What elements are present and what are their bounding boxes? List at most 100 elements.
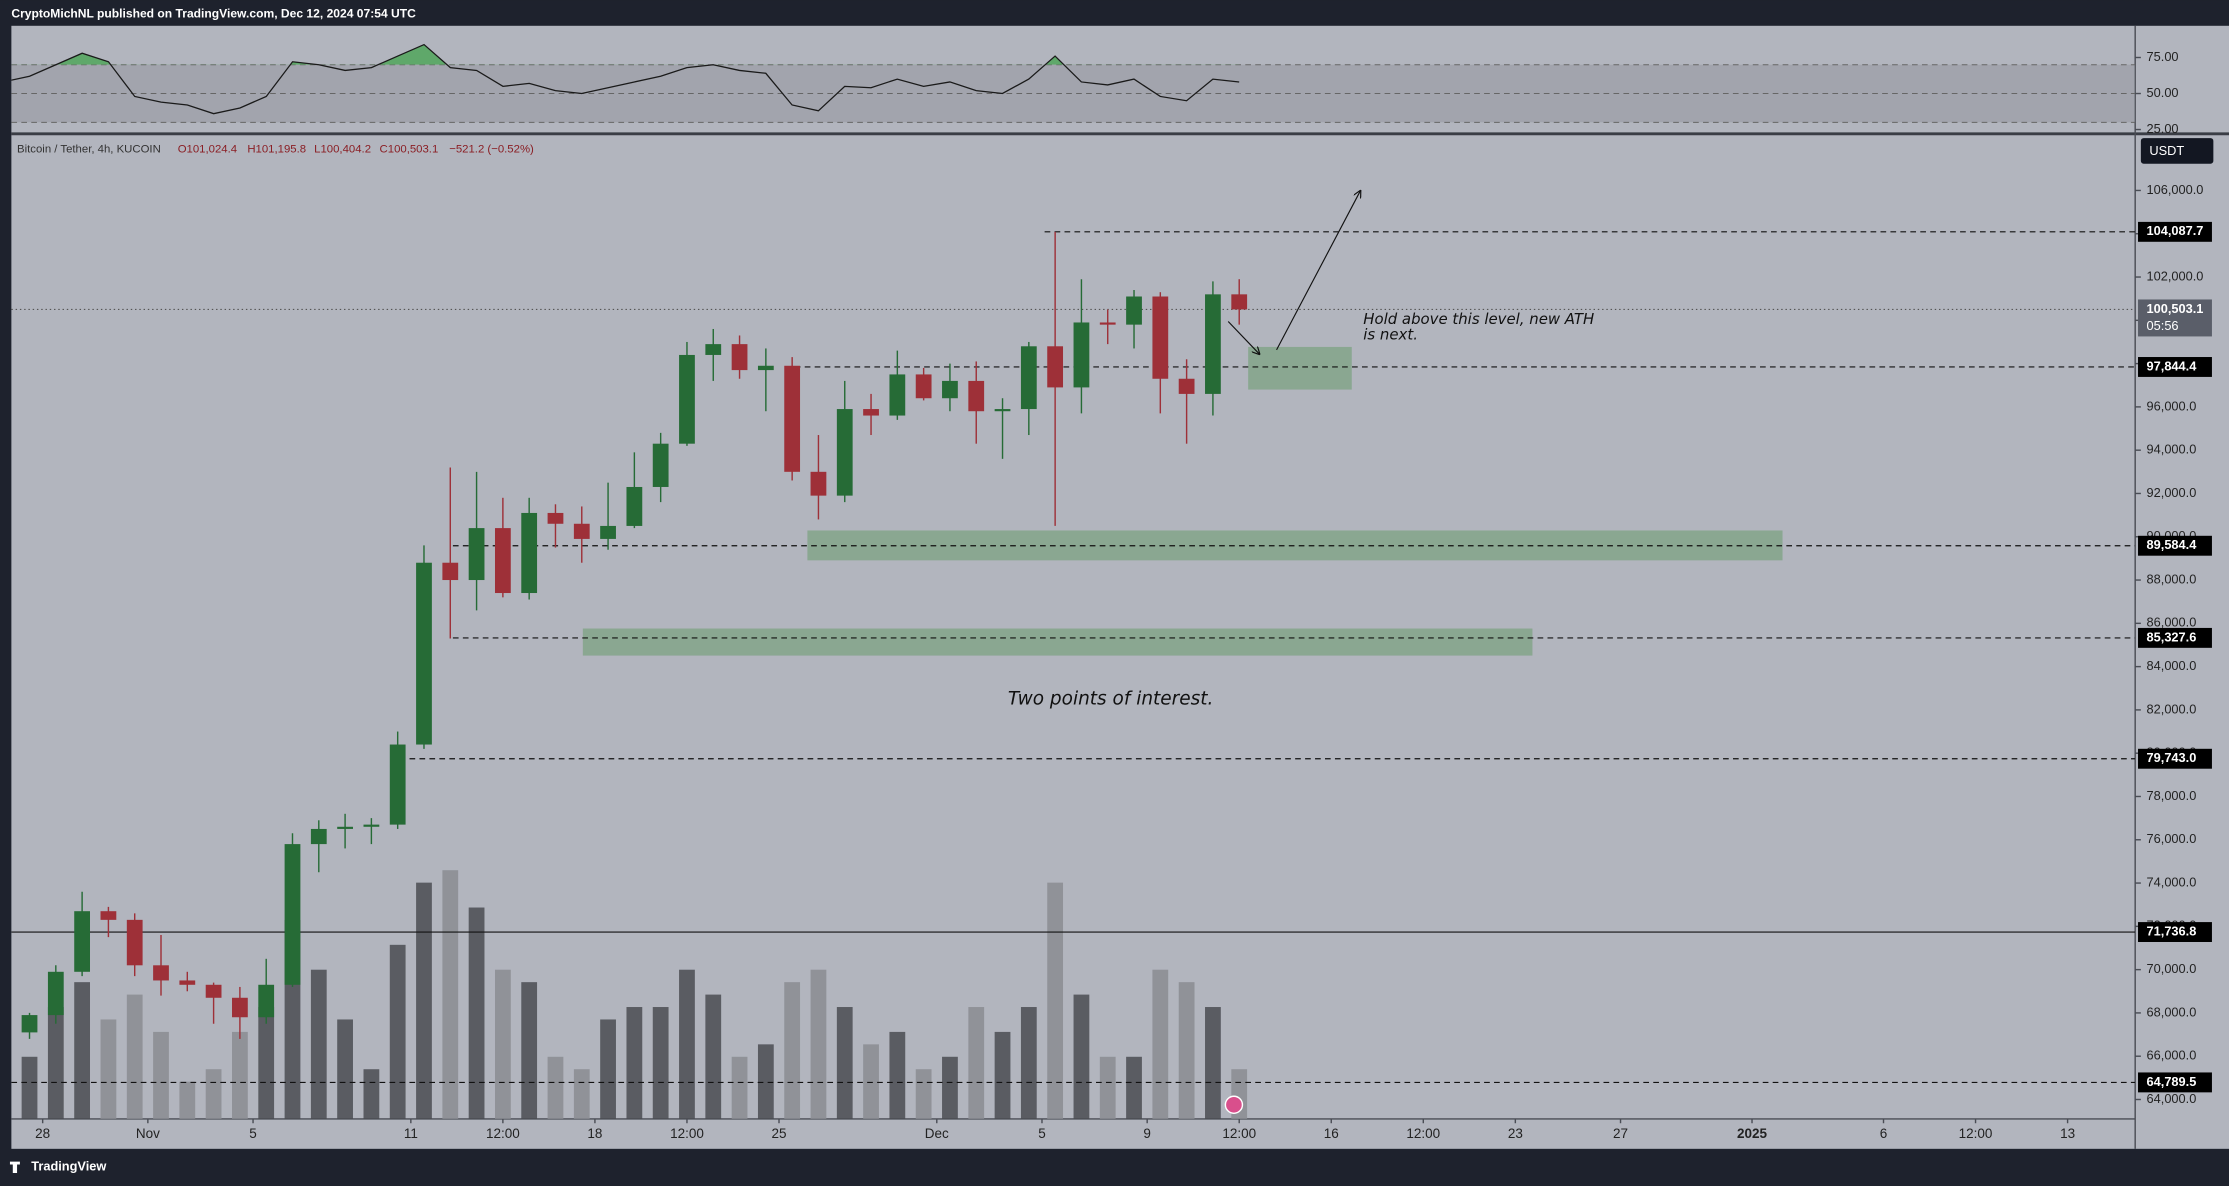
publisher: CryptoMichNL published on TradingView.co… <box>11 7 416 21</box>
candle-body <box>731 344 748 371</box>
price-label-box <box>2138 922 2212 942</box>
rsi-tick-label: 75.00 <box>2147 49 2179 64</box>
candle-body <box>100 911 117 920</box>
volume-bar <box>600 1019 616 1119</box>
candle-body <box>468 528 485 581</box>
zone <box>582 628 1533 656</box>
price-label-box <box>2138 748 2212 769</box>
volume-bar <box>126 994 143 1119</box>
x-tick-label: 16 <box>1324 1126 1339 1141</box>
price-label-box <box>2138 535 2212 556</box>
ohlc-change: −521.2 (−0.52%) <box>449 143 534 155</box>
x-tick-label: Dec <box>925 1126 949 1141</box>
candle-body <box>994 409 1011 412</box>
price-label-box <box>2138 221 2212 242</box>
y-tick-label: 68,000.0 <box>2147 1004 2197 1019</box>
volume-bar <box>652 1007 669 1119</box>
volume-bar <box>232 1031 248 1119</box>
volume-bar <box>757 1044 774 1119</box>
x-tick-label: 5 <box>1038 1126 1046 1141</box>
rsi-pane <box>11 43 2136 123</box>
countdown: 05:56 <box>2147 318 2179 333</box>
ohlc-high: H101,195.8 <box>247 143 306 155</box>
y-tick-label: 76,000.0 <box>2147 831 2197 846</box>
candle-body <box>442 562 459 581</box>
y-tick-label: 88,000.0 <box>2147 571 2197 586</box>
rsi-line <box>11 43 1240 115</box>
candle-body <box>1020 346 1037 410</box>
volume-bar <box>205 1069 222 1119</box>
y-tick-label: 96,000.0 <box>2147 398 2197 413</box>
volume-bar <box>1205 1007 1221 1119</box>
candle-body <box>600 525 616 539</box>
price-label-box <box>2138 299 2212 337</box>
candle-body <box>521 512 538 594</box>
arrow <box>1227 321 1259 354</box>
volume-bar <box>810 969 827 1119</box>
volume-bar <box>784 982 801 1119</box>
alert-icon[interactable] <box>1224 1095 1244 1115</box>
x-tick-label: 12:00 <box>1406 1126 1440 1141</box>
volume-bar <box>915 1069 932 1119</box>
volume-bar <box>731 1056 748 1119</box>
volume-bar <box>416 882 432 1119</box>
x-tick-label: 6 <box>1880 1126 1888 1141</box>
candle-body <box>337 826 353 829</box>
volume-bar <box>968 1007 985 1119</box>
candle-body <box>74 911 91 972</box>
y-tick-label: 86,000.0 <box>2147 615 2197 630</box>
candle-body <box>836 409 853 496</box>
volume-bar <box>1178 982 1195 1119</box>
ohlc-close: C100,503.1 <box>380 143 439 155</box>
price-label: 79,743.0 <box>2147 750 2197 765</box>
candle-body <box>784 365 801 472</box>
chart-area <box>11 25 2229 1149</box>
x-tick-label: Nov <box>136 1126 160 1141</box>
price-label: 64,789.5 <box>2147 1074 2197 1089</box>
candle-body <box>968 380 985 412</box>
zone <box>1248 346 1352 390</box>
price-label: 100,503.1 <box>2147 301 2204 316</box>
x-tick-label: 27 <box>1613 1126 1628 1141</box>
volume-bar <box>1073 994 1090 1119</box>
x-tick-label: 11 <box>404 1126 418 1141</box>
y-tick-label: 66,000.0 <box>2147 1048 2197 1063</box>
candle-body <box>363 824 380 827</box>
candle-body <box>915 374 932 399</box>
annotation: is next. <box>1363 326 1418 344</box>
candle-body <box>232 997 248 1018</box>
price-label: 97,844.4 <box>2147 358 2198 373</box>
candle-body <box>1126 296 1142 325</box>
volume-bar <box>100 1019 117 1119</box>
currency[interactable]: USDT <box>2149 143 2184 158</box>
candle-body <box>494 528 511 594</box>
volume-bar <box>389 944 406 1119</box>
x-tick-label: 23 <box>1508 1126 1523 1141</box>
candle-body <box>757 365 774 371</box>
candle-body <box>863 409 879 416</box>
volume-bar <box>942 1056 958 1119</box>
volume-bar <box>626 1007 643 1119</box>
annotation: Hold above this level, new ATH <box>1363 310 1594 328</box>
main-pane <box>11 231 2136 1119</box>
x-tick-label: 18 <box>587 1126 602 1141</box>
candle-body <box>889 374 906 416</box>
x-tick-label: 13 <box>2060 1126 2075 1141</box>
candle-body <box>416 562 432 745</box>
currency-box[interactable] <box>2140 138 2214 164</box>
x-tick-label: 28 <box>35 1126 50 1141</box>
candle-body <box>1047 346 1064 388</box>
candle-body <box>705 344 722 355</box>
volume-bar <box>889 1031 906 1119</box>
volume-bar <box>994 1031 1011 1119</box>
volume-bar <box>679 969 695 1119</box>
candle-body <box>942 380 958 399</box>
price-label: 89,584.4 <box>2147 537 2198 552</box>
axes: 64,000.066,000.068,000.070,000.072,000.0… <box>35 49 2212 1141</box>
y-tick-label: 84,000.0 <box>2147 658 2197 673</box>
candle-body <box>21 1015 38 1033</box>
x-tick-label: 9 <box>1143 1126 1151 1141</box>
volume-bar <box>21 1056 38 1119</box>
candle-body <box>573 523 590 539</box>
